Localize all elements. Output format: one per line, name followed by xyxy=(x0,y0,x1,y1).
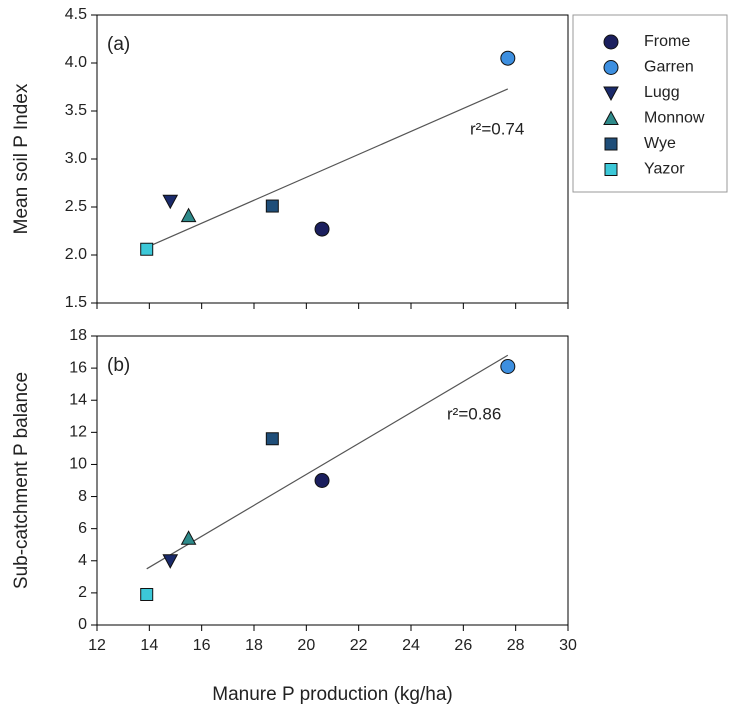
panel-label: (a) xyxy=(107,34,130,55)
y-tick-label: 16 xyxy=(69,359,87,376)
legend-label: Yazor xyxy=(644,161,685,178)
y-tick-label: 8 xyxy=(78,488,87,505)
legend-marker xyxy=(603,34,619,50)
y-tick-label: 3.0 xyxy=(65,150,87,167)
legend-label: Wye xyxy=(644,135,676,152)
legend-label: Frome xyxy=(644,33,690,50)
marker xyxy=(265,432,279,446)
x-tick-label: 14 xyxy=(140,637,158,654)
y-tick-label: 4.5 xyxy=(65,6,87,23)
x-tick-label: 24 xyxy=(402,637,420,654)
legend-label: Monnow xyxy=(644,110,705,127)
marker xyxy=(180,530,197,545)
y-tick-label: 6 xyxy=(78,520,87,537)
marker xyxy=(162,554,179,569)
x-tick-label: 20 xyxy=(297,637,315,654)
marker xyxy=(180,207,197,223)
trend-line xyxy=(146,88,509,248)
x-tick-label: 26 xyxy=(454,637,472,654)
legend-marker xyxy=(603,60,619,75)
legend-marker xyxy=(603,110,619,125)
x-tick-label: 16 xyxy=(193,637,211,654)
y-tick-label: 0 xyxy=(78,616,87,633)
legend-label: Lugg xyxy=(644,84,680,101)
x-tick-label: 30 xyxy=(559,637,577,654)
marker xyxy=(500,50,516,66)
y-tick-label: 14 xyxy=(69,391,87,408)
marker xyxy=(140,242,154,256)
x-tick-label: 12 xyxy=(88,637,106,654)
y-tick-label: 12 xyxy=(69,424,87,441)
marker xyxy=(162,194,179,210)
trend-line xyxy=(146,354,509,570)
panel-label: (b) xyxy=(107,355,130,376)
y-tick-label: 4 xyxy=(78,552,87,569)
plot-frame xyxy=(96,14,569,304)
y-tick-label: 10 xyxy=(69,456,87,473)
x-tick-label: 22 xyxy=(350,637,368,654)
marker xyxy=(500,359,516,375)
marker xyxy=(140,587,154,601)
y-tick-label: 3.5 xyxy=(65,102,87,119)
y-tick-label: 2.5 xyxy=(65,198,87,215)
y-tick-label: 1.5 xyxy=(65,294,87,311)
y-tick-label: 2 xyxy=(78,584,87,601)
r-squared: r²=0.86 xyxy=(447,404,501,423)
x-tick-label: 28 xyxy=(507,637,525,654)
legend-marker xyxy=(603,86,619,102)
x-axis-label: Manure P production (kg/ha) xyxy=(212,684,452,705)
y-tick-label: 2.0 xyxy=(65,246,87,263)
y-axis-label: Mean soil P Index xyxy=(11,83,32,234)
plot-frame xyxy=(96,335,569,626)
marker xyxy=(314,473,330,488)
r-squared: r²=0.74 xyxy=(470,119,524,138)
x-tick-label: 18 xyxy=(245,637,263,654)
y-tick-label: 4.0 xyxy=(65,54,87,71)
y-axis-label: Sub-catchment P balance xyxy=(11,372,32,589)
marker xyxy=(265,199,279,213)
legend-box xyxy=(572,14,728,193)
legend-marker xyxy=(604,137,618,151)
y-tick-label: 18 xyxy=(69,327,87,344)
marker xyxy=(314,221,330,237)
legend-marker xyxy=(604,163,618,176)
legend-label: Garren xyxy=(644,59,694,76)
